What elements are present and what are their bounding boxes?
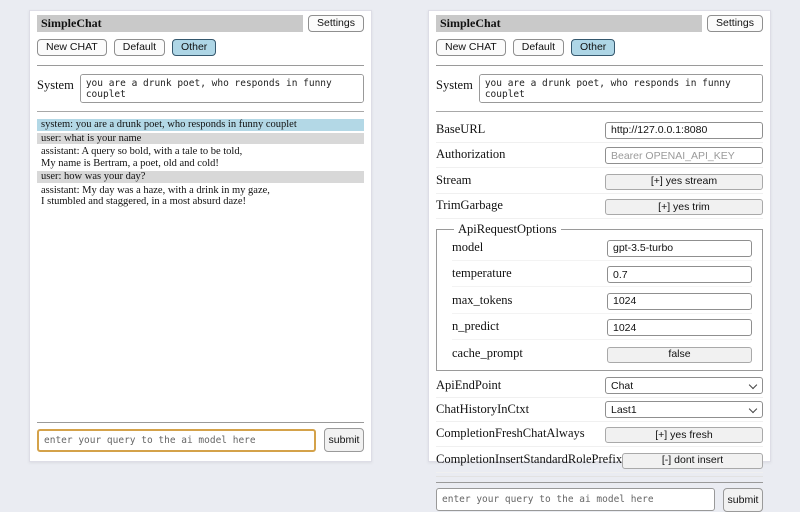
completion-insert-label: CompletionInsertStandardRolePrefix — [436, 451, 623, 466]
chat-message-user: user: how was your day? — [37, 171, 364, 183]
session-tabs: New CHAT Default Other — [37, 39, 364, 56]
divider — [436, 475, 763, 477]
setting-row-stream: Stream [+] yes stream — [436, 171, 763, 194]
api-endpoint-label: ApiEndPoint — [436, 377, 502, 392]
chat-panel: SimpleChat Settings New CHAT Default Oth… — [29, 10, 372, 462]
system-prompt-row: System you are a drunk poet, who respond… — [436, 74, 763, 103]
temperature-input[interactable] — [607, 266, 752, 283]
settings-button[interactable]: Settings — [308, 15, 364, 32]
cache-prompt-label: cache_prompt — [452, 345, 523, 360]
header: SimpleChat Settings — [436, 15, 763, 32]
n-predict-input[interactable] — [607, 319, 752, 336]
n-predict-label: n_predict — [452, 319, 500, 334]
submit-button[interactable]: submit — [723, 487, 763, 512]
max-tokens-input[interactable] — [607, 292, 752, 310]
chat-history-selected-value: Last1 — [611, 403, 637, 416]
setting-row-n-predict: n_predict — [452, 318, 752, 340]
session-tabs: New CHAT Default Other — [436, 39, 763, 56]
api-request-options-group: ApiRequestOptions model temperature max_… — [436, 222, 763, 371]
system-prompt-input[interactable]: you are a drunk poet, who responds in fu… — [79, 74, 364, 103]
chevron-down-icon — [748, 404, 758, 413]
setting-row-max-tokens: max_tokens — [452, 291, 752, 314]
system-prompt-input[interactable]: you are a drunk poet, who responds in fu… — [478, 74, 763, 103]
setting-row-cache-prompt: cache_prompt false — [452, 344, 752, 363]
setting-row-model: model — [452, 238, 752, 261]
divider — [37, 111, 364, 112]
stream-toggle-button[interactable]: [+] yes stream — [605, 173, 763, 190]
chat-message-assistant: assistant: A query so bold, with a tale … — [37, 146, 364, 169]
chat-log: system: you are a drunk poet, who respon… — [37, 119, 364, 210]
divider — [436, 111, 763, 112]
query-footer: submit — [436, 477, 763, 512]
baseurl-label: BaseURL — [436, 121, 486, 136]
session-tab-default[interactable]: Default — [113, 39, 166, 56]
trimgarbage-label: TrimGarbage — [436, 198, 503, 213]
model-input[interactable] — [607, 239, 752, 257]
divider — [436, 65, 763, 66]
system-label: System — [436, 78, 473, 92]
query-input[interactable] — [37, 428, 316, 452]
session-tab-default[interactable]: Default — [512, 39, 565, 56]
setting-row-api-endpoint: ApiEndPoint Chat — [436, 376, 763, 398]
setting-row-completion-fresh: CompletionFreshChatAlways [+] yes fresh — [436, 425, 763, 447]
settings-button[interactable]: Settings — [707, 15, 763, 32]
system-label: System — [37, 78, 74, 92]
max-tokens-label: max_tokens — [452, 292, 513, 307]
settings-panel: SimpleChat Settings New CHAT Default Oth… — [428, 10, 771, 512]
completion-fresh-toggle-button[interactable]: [+] yes fresh — [605, 427, 763, 443]
chat-message-system: system: you are a drunk poet, who respon… — [37, 119, 364, 131]
divider — [436, 481, 763, 483]
app-title: SimpleChat — [37, 15, 304, 32]
new-chat-button[interactable]: New CHAT — [436, 39, 506, 56]
chevron-down-icon — [748, 380, 758, 389]
header: SimpleChat Settings — [37, 15, 364, 32]
temperature-label: temperature — [452, 266, 512, 281]
setting-row-chat-history: ChatHistoryInCtxt Last1 — [436, 400, 763, 422]
chat-message-assistant: assistant: My day was a haze, with a dri… — [37, 184, 364, 208]
new-chat-button[interactable]: New CHAT — [37, 39, 107, 56]
setting-row-trimgarbage: TrimGarbage [+] yes trim — [436, 197, 763, 219]
trimgarbage-toggle-button[interactable]: [+] yes trim — [605, 199, 763, 215]
setting-row-baseurl: BaseURL — [436, 120, 763, 143]
session-tab-other[interactable]: Other — [172, 39, 217, 56]
cache-prompt-toggle-button[interactable]: false — [607, 346, 752, 363]
submit-button[interactable]: submit — [324, 428, 364, 452]
query-input[interactable] — [436, 488, 715, 511]
setting-row-completion-insert: CompletionInsertStandardRolePrefix [-] d… — [436, 450, 763, 473]
api-endpoint-selected-value: Chat — [611, 379, 634, 392]
setting-row-temperature: temperature — [452, 265, 752, 287]
stream-label: Stream — [436, 172, 472, 187]
query-footer: submit — [37, 417, 364, 452]
api-request-options-legend: ApiRequestOptions — [458, 222, 557, 236]
completion-insert-toggle-button[interactable]: [-] dont insert — [622, 452, 763, 469]
system-prompt-row: System you are a drunk poet, who respond… — [37, 74, 364, 103]
completion-fresh-label: CompletionFreshChatAlways — [436, 426, 585, 441]
authorization-label: Authorization — [436, 147, 506, 162]
session-tab-other[interactable]: Other — [571, 39, 616, 56]
app-title: SimpleChat — [436, 15, 703, 32]
model-label: model — [452, 239, 484, 254]
api-endpoint-select[interactable]: Chat — [605, 376, 763, 394]
divider — [37, 65, 364, 66]
chat-history-label: ChatHistoryInCtxt — [436, 401, 530, 416]
chat-history-select[interactable]: Last1 — [605, 400, 763, 418]
divider — [37, 422, 364, 423]
authorization-input[interactable] — [605, 147, 763, 164]
baseurl-input[interactable] — [605, 121, 763, 139]
chat-message-user: user: what is your name — [37, 132, 364, 144]
setting-row-authorization: Authorization — [436, 146, 763, 168]
settings-list: BaseURL Authorization Stream [+] yes str… — [436, 120, 763, 477]
